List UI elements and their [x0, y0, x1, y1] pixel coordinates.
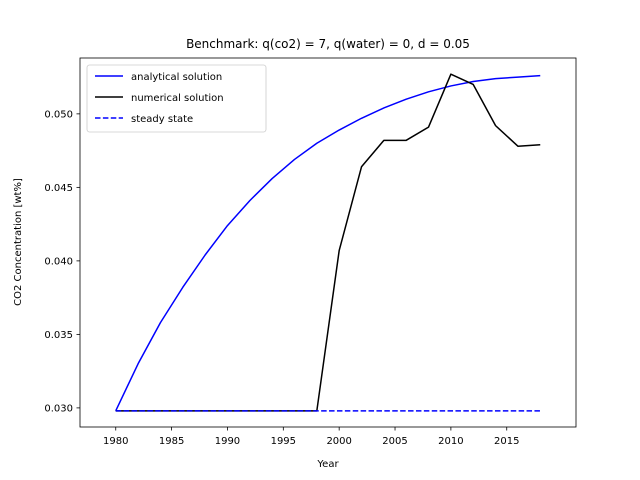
x-tick-label: 1995	[271, 436, 296, 447]
legend: analytical solution numerical solution ste…	[86, 64, 267, 133]
y-tick-label: 0.050	[44, 109, 73, 120]
y-tick-label: 0.045	[44, 183, 73, 194]
x-axis-ticks: 1980 1985 1990 1995 2000 2005 2010 2015	[103, 427, 519, 447]
y-axis-ticks: 0.030 0.035 0.040 0.045 0.050	[44, 109, 80, 414]
chart-title: Benchmark: q(co2) = 7, q(water) = 0, d =…	[186, 37, 470, 51]
x-tick-label: 1980	[103, 436, 128, 447]
x-tick-label: 2000	[326, 436, 351, 447]
series-line-numerical-solution	[115, 73, 541, 412]
legend-label: steady state	[131, 114, 193, 125]
x-tick-label: 2010	[438, 436, 463, 447]
x-tick-label: 2015	[494, 436, 519, 447]
legend-label: numerical solution	[131, 93, 224, 104]
y-tick-label: 0.035	[44, 330, 73, 341]
y-axis-label: CO2 Concentration [wt%]	[13, 178, 24, 306]
y-tick-label: 0.030	[44, 403, 73, 414]
x-tick-label: 1990	[215, 436, 240, 447]
plot-area	[79, 57, 577, 428]
x-tick-label: 1985	[159, 436, 184, 447]
plot-frame	[79, 57, 577, 428]
y-tick-label: 0.040	[44, 256, 73, 267]
x-axis-label: Year	[316, 459, 339, 470]
legend-box	[86, 64, 267, 133]
series-layer	[115, 73, 541, 412]
legend-label: analytical solution	[131, 72, 222, 83]
x-tick-label: 2005	[382, 436, 407, 447]
